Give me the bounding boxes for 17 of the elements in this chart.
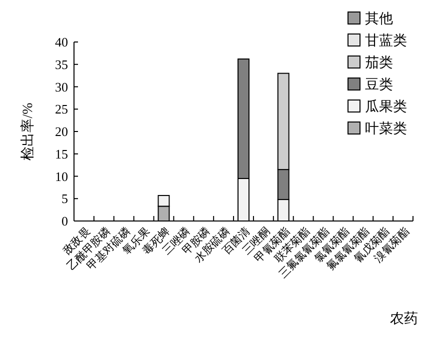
y-tick-label: 30 [55,79,68,94]
legend-label: 茄类 [365,54,393,71]
y-tick-label: 10 [55,168,68,184]
legend-label: 其他 [365,10,393,27]
legend-label: 甘蓝类 [365,32,407,49]
legend-label: 瓜果类 [365,98,407,115]
y-tick-label: 40 [55,34,68,50]
y-tick-label: 20 [55,124,68,140]
y-tick-label: 25 [55,102,68,117]
y-tick-label: 15 [55,146,68,162]
legend-label: 叶菜类 [365,120,407,137]
y-tick-label: 5 [62,191,68,206]
y-tick-label: 35 [55,56,68,72]
y-axis-title: 检出率/% [20,102,36,160]
y-tick-label: 0 [62,214,68,229]
legend-label: 豆类 [365,76,393,93]
x-axis-title: 农药 [390,311,418,327]
